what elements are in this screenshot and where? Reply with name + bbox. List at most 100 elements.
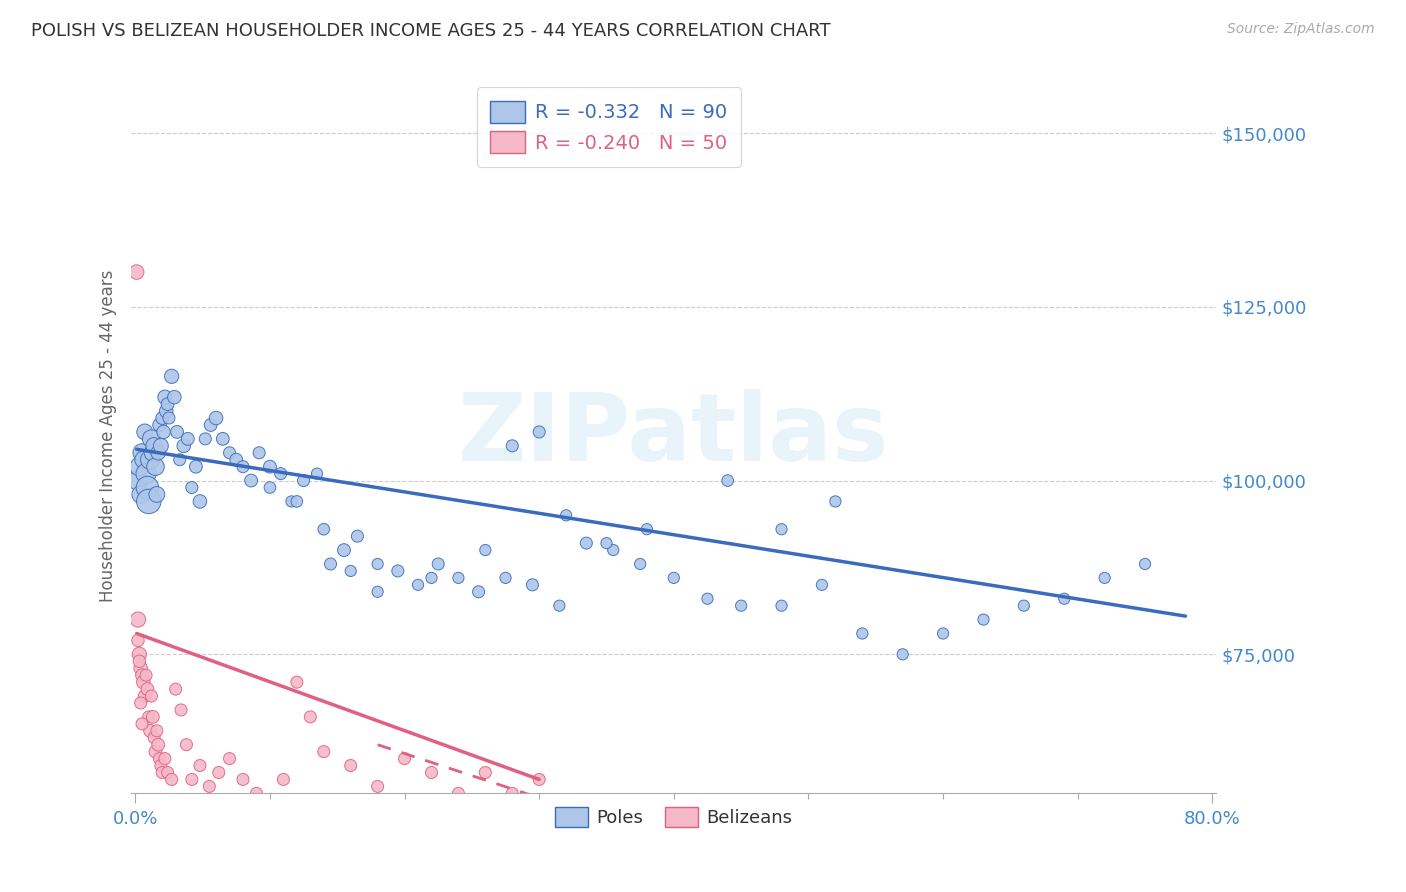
Point [132,675,155,690]
Point [218,751,240,765]
Point [141,432,163,446]
Point [131,668,153,682]
Point [218,446,240,460]
Point [128,648,150,662]
Point [972,613,994,627]
Point [1012,599,1035,613]
Point [285,494,308,508]
Point [170,703,193,717]
Point [259,459,281,474]
Point [180,481,202,495]
Point [156,397,179,411]
Point [148,417,170,432]
Point [129,696,152,710]
Point [138,710,160,724]
Point [394,751,416,765]
Point [427,557,450,571]
Point [501,786,523,800]
Point [811,578,834,592]
Point [176,738,198,752]
Point [247,446,270,460]
Point [155,404,177,418]
Point [173,439,195,453]
Point [273,772,295,787]
Point [129,487,152,501]
Point [153,390,176,404]
Point [232,459,254,474]
Point [245,786,267,800]
Point [367,584,389,599]
Point [127,613,149,627]
Text: Source: ZipAtlas.com: Source: ZipAtlas.com [1227,22,1375,37]
Point [188,494,211,508]
Point [548,599,571,613]
Point [280,494,302,508]
Point [157,411,180,425]
Point [165,682,187,697]
Point [270,467,292,481]
Point [145,745,167,759]
Point [129,661,152,675]
Point [142,446,165,460]
Point [312,522,335,536]
Point [770,599,793,613]
Point [150,765,173,780]
Point [131,716,153,731]
Point [135,668,157,682]
Point [595,536,617,550]
Point [125,265,148,279]
Point [474,765,496,780]
Point [148,446,170,460]
Point [205,411,228,425]
Point [696,591,718,606]
Point [467,584,489,599]
Point [188,758,211,772]
Point [149,758,172,772]
Point [148,738,170,752]
Point [824,494,846,508]
Text: POLISH VS BELIZEAN HOUSEHOLDER INCOME AGES 25 - 44 YEARS CORRELATION CHART: POLISH VS BELIZEAN HOUSEHOLDER INCOME AG… [31,22,831,40]
Point [136,682,159,697]
Point [132,452,155,467]
Y-axis label: Householder Income Ages 25 - 44 years: Householder Income Ages 25 - 44 years [100,269,117,601]
Point [138,494,160,508]
Point [149,439,172,453]
Point [1133,557,1156,571]
Point [240,474,263,488]
Point [292,474,315,488]
Point [555,508,578,523]
Point [628,557,651,571]
Point [134,425,156,439]
Point [420,571,443,585]
Point [208,765,231,780]
Point [142,710,165,724]
Point [319,557,342,571]
Point [146,723,169,738]
Point [127,633,149,648]
Point [135,467,157,481]
Point [527,425,550,439]
Point [141,689,163,703]
Point [447,571,470,585]
Point [339,758,361,772]
Point [180,772,202,787]
Point [232,772,254,787]
Point [420,765,443,780]
Point [143,731,166,745]
Point [285,675,308,690]
Point [662,571,685,585]
Point [139,723,162,738]
Point [184,459,207,474]
Point [474,543,496,558]
Point [163,390,186,404]
Point [501,439,523,453]
Point [367,780,389,794]
Point [575,536,598,550]
Point [851,626,873,640]
Point [730,599,752,613]
Point [225,452,247,467]
Point [194,432,217,446]
Point [312,745,335,759]
Point [259,481,281,495]
Point [346,529,368,543]
